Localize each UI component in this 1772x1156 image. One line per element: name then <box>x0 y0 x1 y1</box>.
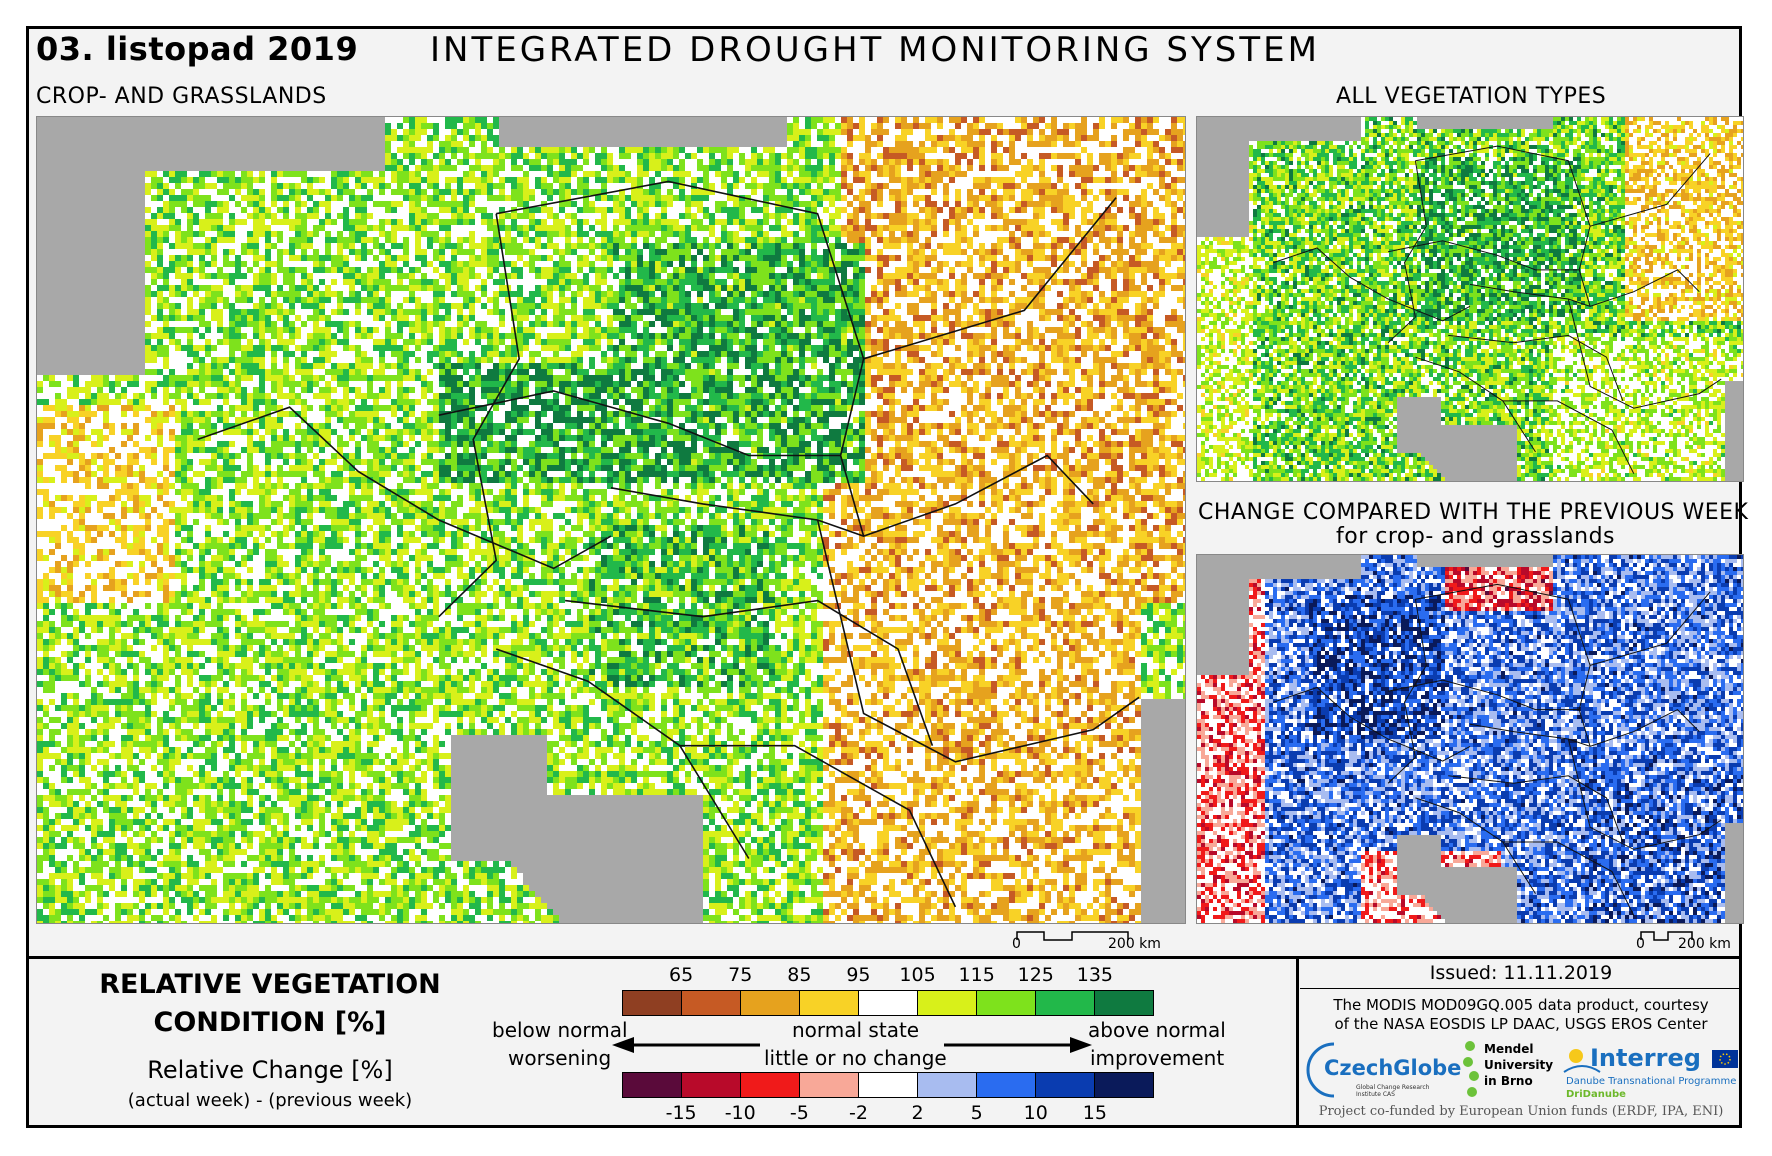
eu-flag-icon <box>1712 1050 1738 1068</box>
small-scale-bar: 0 200 km <box>1636 928 1746 952</box>
color-swatch <box>623 1073 682 1097</box>
tick-label: -10 <box>725 1102 756 1124</box>
color-swatch <box>741 1073 800 1097</box>
issued-date: Issued: 11.11.2019 <box>1300 962 1742 984</box>
main-map-label: CROP- AND GRASSLANDS <box>36 84 327 109</box>
czechglobe-logo: CzechGlobe Global Change Research Instit… <box>1304 1038 1454 1100</box>
interreg-logo: Interreg Danube Transnational Programme … <box>1562 1038 1740 1104</box>
tick-label: 105 <box>899 964 935 986</box>
above-normal-label: above normal <box>1088 1018 1226 1042</box>
condition-tick-labels: 65 75 85 95 105 115 125 135 <box>622 964 1154 988</box>
color-swatch <box>918 991 977 1015</box>
change-map-sublabel: for crop- and grasslands <box>1336 524 1615 549</box>
condition-color-bar <box>622 990 1154 1016</box>
tick-label: 10 <box>1024 1102 1048 1124</box>
color-swatch <box>800 991 859 1015</box>
color-swatch <box>977 1073 1036 1097</box>
credits-line1: The MODIS MOD09GQ.005 data product, cour… <box>1300 996 1742 1014</box>
credits-divider <box>1296 958 1299 1128</box>
tick-label: 135 <box>1077 964 1113 986</box>
below-normal-label: below normal <box>492 1018 628 1042</box>
worsening-label: worsening <box>508 1046 611 1070</box>
tick-label: 15 <box>1083 1102 1107 1124</box>
little-change-label: little or no change <box>764 1046 947 1070</box>
mendel-university-logo: Mendel University in Brno <box>1462 1040 1552 1100</box>
legend-title-line1: RELATIVE VEGETATION <box>60 966 480 1004</box>
tick-label: -15 <box>666 1102 697 1124</box>
tick-label: 5 <box>971 1102 983 1124</box>
tick-label: 75 <box>728 964 752 986</box>
color-swatch <box>918 1073 977 1097</box>
color-swatch <box>977 991 1036 1015</box>
all-vegetation-label: ALL VEGETATION TYPES <box>1336 84 1606 109</box>
tick-label: -5 <box>790 1102 809 1124</box>
legend-title-line2: CONDITION [%] <box>60 1004 480 1042</box>
date-title: 03. listopad 2019 <box>36 30 358 68</box>
change-color-bar <box>622 1072 1154 1098</box>
left-arrow-icon <box>612 1036 762 1054</box>
main-map <box>36 116 1186 924</box>
color-swatch <box>741 991 800 1015</box>
credits-line2: of the NASA EOSDIS LP DAAC, USGS EROS Ce… <box>1300 1015 1742 1033</box>
change-map <box>1196 554 1744 924</box>
color-swatch <box>800 1073 859 1097</box>
issued-divider <box>1300 988 1742 989</box>
all-vegetation-map <box>1196 116 1744 482</box>
color-swatch <box>1095 991 1153 1015</box>
tick-label: 85 <box>787 964 811 986</box>
page-title: INTEGRATED DROUGHT MONITORING SYSTEM <box>430 30 1320 70</box>
tick-label: 95 <box>846 964 870 986</box>
color-swatch <box>859 1073 918 1097</box>
cofunded-note: Project co-funded by European Union fund… <box>1300 1104 1742 1119</box>
relative-change-title: Relative Change [%] <box>60 1056 480 1084</box>
normal-state-label: normal state <box>792 1018 919 1042</box>
color-swatch <box>682 1073 741 1097</box>
color-swatch <box>623 991 682 1015</box>
tick-label: 65 <box>669 964 693 986</box>
color-swatch <box>859 991 918 1015</box>
relative-change-subtitle: (actual week) - (previous week) <box>60 1090 480 1111</box>
right-arrow-icon <box>942 1036 1092 1054</box>
legend-divider <box>26 956 1742 959</box>
tick-label: 2 <box>912 1102 924 1124</box>
color-swatch <box>1036 991 1095 1015</box>
tick-label: 125 <box>1018 964 1054 986</box>
change-map-label: CHANGE COMPARED WITH THE PREVIOUS WEEK <box>1198 500 1748 525</box>
main-scale-bar: 0 200 km <box>1012 928 1172 952</box>
tick-label: 115 <box>959 964 995 986</box>
change-tick-labels: -15 -10 -5 -2 2 5 10 15 <box>622 1102 1154 1126</box>
color-swatch <box>682 991 741 1015</box>
tick-label: -2 <box>849 1102 868 1124</box>
color-swatch <box>1036 1073 1095 1097</box>
color-swatch <box>1095 1073 1153 1097</box>
improvement-label: improvement <box>1090 1046 1224 1070</box>
